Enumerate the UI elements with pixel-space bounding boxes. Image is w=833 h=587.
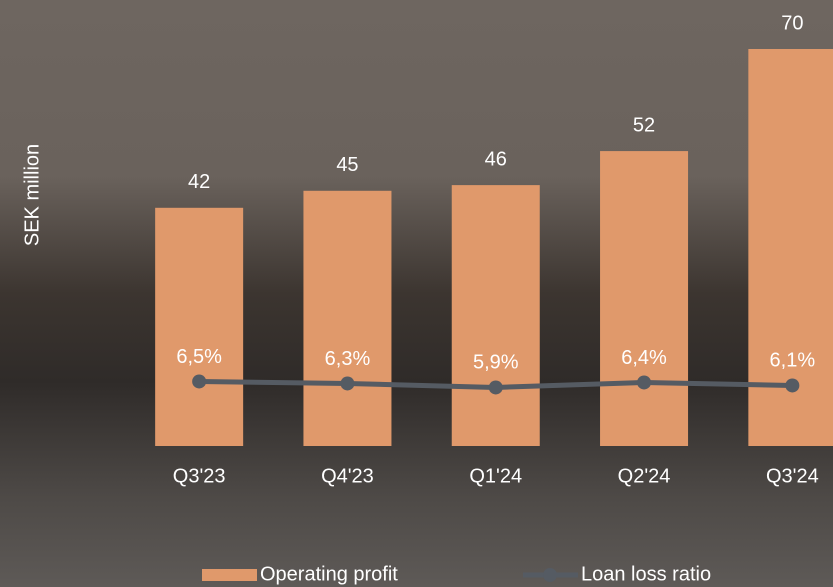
x-tick-label: Q4'23 — [321, 465, 374, 487]
line-value-label: 6,3% — [325, 348, 371, 370]
bar — [451, 185, 540, 446]
line-point — [488, 380, 503, 395]
line-point — [785, 378, 800, 393]
bar-value-label: 70 — [781, 12, 803, 34]
bar-value-label: 45 — [336, 154, 358, 176]
x-tick-label: Q1'24 — [469, 465, 522, 487]
bar-value-label: 42 — [188, 171, 210, 193]
bar — [155, 207, 244, 446]
x-tick-label: Q3'23 — [173, 465, 226, 487]
legend-label: Operating profit — [260, 563, 398, 585]
line-value-label: 6,1% — [770, 350, 816, 372]
line-value-label: 6,5% — [176, 346, 222, 368]
x-tick-label: Q2'24 — [618, 465, 671, 487]
legend-label: Loan loss ratio — [581, 563, 711, 585]
bar-value-label: 52 — [633, 114, 655, 136]
line-value-label: 5,9% — [473, 352, 519, 374]
line-point — [192, 374, 207, 389]
bar-value-label: 46 — [485, 148, 507, 170]
line-point — [340, 376, 355, 391]
line-point — [637, 375, 652, 390]
y-axis-label: SEK million — [21, 144, 43, 246]
bar — [303, 190, 392, 446]
legend-swatch — [202, 569, 257, 581]
x-tick-label: Q3'24 — [766, 465, 819, 487]
legend-swatch-point — [543, 568, 557, 582]
line-value-label: 6,4% — [621, 347, 667, 369]
bar — [600, 151, 689, 447]
